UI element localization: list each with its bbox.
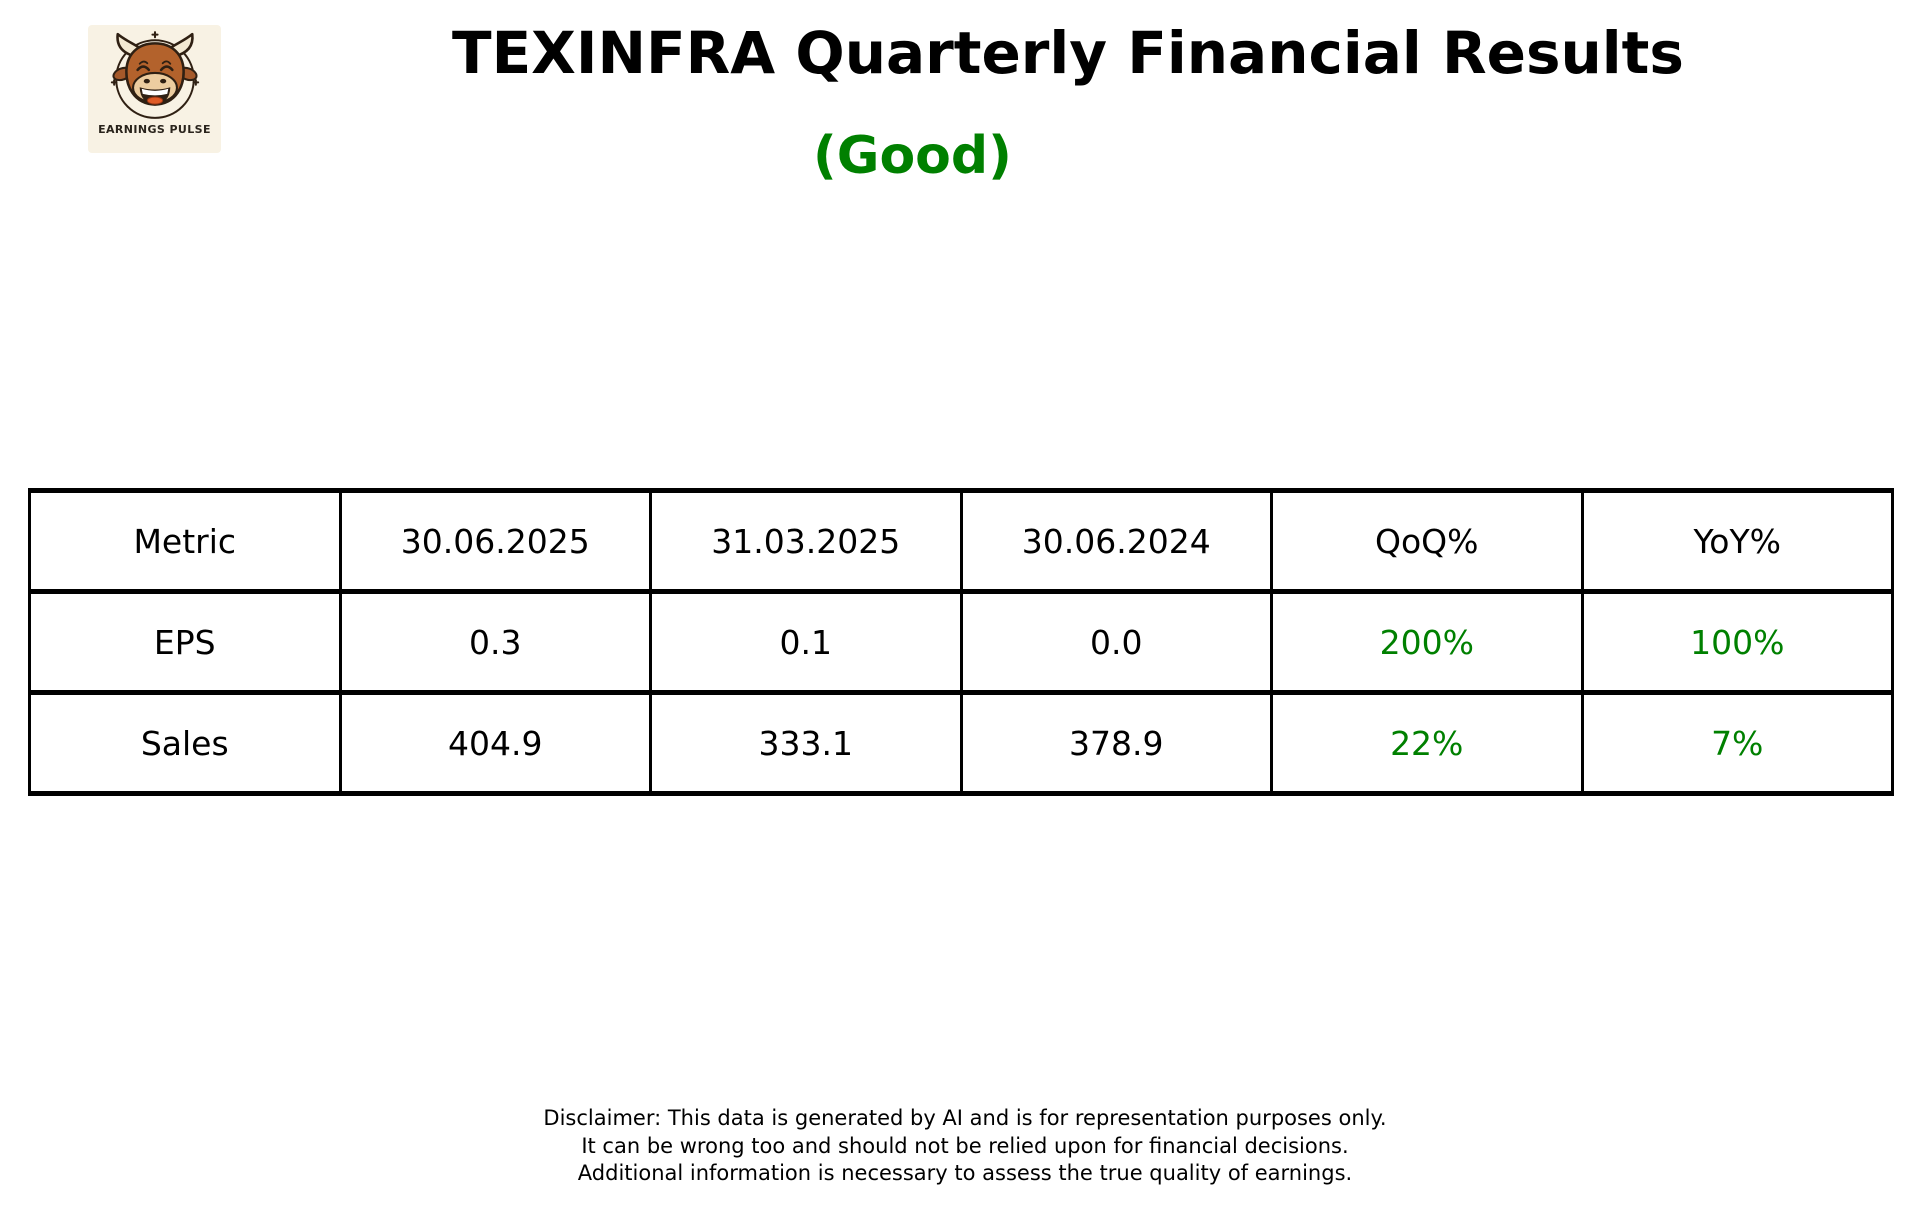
col-header-q-previous: 31.03.2025 [649,488,963,594]
sales-qoq-pct: 22% [1270,690,1584,796]
table-row-eps: EPS 0.3 0.1 0.0 200% 100% [28,589,1894,695]
col-header-q-current: 30.06.2025 [338,488,652,594]
col-header-yoy: YoY% [1580,488,1894,594]
verdict-label: (Good) [813,126,1012,186]
col-header-q-yearago: 30.06.2024 [959,488,1273,594]
col-header-qoq: QoQ% [1270,488,1584,594]
financials-table: Metric 30.06.2025 31.03.2025 30.06.2024 … [28,488,1894,796]
col-header-metric: Metric [28,488,342,594]
eps-qoq-pct: 200% [1270,589,1584,695]
eps-q-previous: 0.1 [649,589,963,695]
bull-mascot-icon [110,31,199,119]
page-title: TEXINFRA Quarterly Financial Results [452,19,1684,87]
metric-name: Sales [28,690,342,796]
sales-yoy-pct: 7% [1580,690,1894,796]
disclaimer-line-2: It can be wrong too and should not be re… [581,1133,1349,1158]
disclaimer-line-3: Additional information is necessary to a… [577,1161,1353,1185]
eps-q-current: 0.3 [338,589,652,695]
brand-name: EARNINGS PULSE [98,123,211,136]
table-row-sales: Sales 404.9 333.1 378.9 22% 7% [28,690,1894,796]
sales-q-current: 404.9 [338,690,652,796]
table-header-row: Metric 30.06.2025 31.03.2025 30.06.2024 … [28,488,1894,594]
disclaimer: Disclaimer: This data is generated by AI… [0,1105,1919,1188]
eps-yoy-pct: 100% [1580,589,1894,695]
disclaimer-line-1: Disclaimer: This data is generated by AI… [543,1106,1387,1130]
sales-q-previous: 333.1 [649,690,963,796]
brand-logo: EARNINGS PULSE [88,25,221,153]
metric-name: EPS [28,589,342,695]
sales-q-yearago: 378.9 [959,690,1273,796]
eps-q-yearago: 0.0 [959,589,1273,695]
